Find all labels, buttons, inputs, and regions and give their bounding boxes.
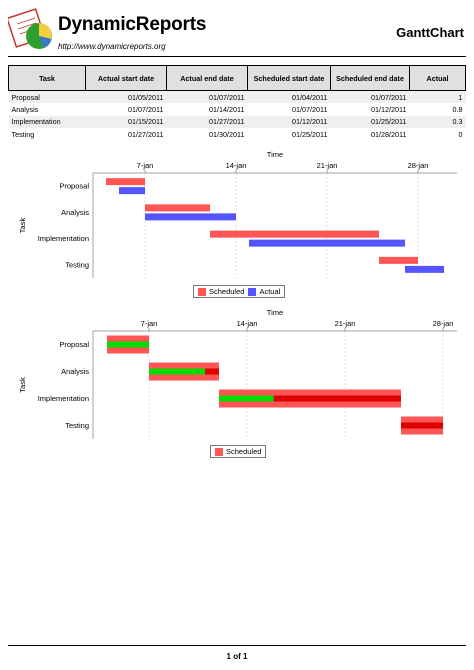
table-cell: 01/25/2011 bbox=[292, 129, 328, 139]
x-tick-label: 28-jan bbox=[408, 161, 429, 170]
chart-legend: Scheduled Actual bbox=[193, 285, 286, 298]
x-tick-label: 14-jan bbox=[226, 161, 247, 170]
y-category-label: Testing bbox=[65, 260, 89, 269]
bar-actual bbox=[119, 187, 145, 195]
y-category-label: Proposal bbox=[59, 340, 89, 349]
column-header: Scheduled end date bbox=[330, 65, 410, 91]
y-axis-title: Task bbox=[18, 218, 27, 234]
table-row: Testing 01/27/2011 01/30/2011 01/25/2011… bbox=[9, 128, 466, 140]
table-cell: 01/25/2011 bbox=[330, 115, 410, 128]
table-cell: 01/12/2011 bbox=[247, 115, 331, 128]
bar-actual bbox=[145, 213, 236, 221]
bar-progress-complete bbox=[149, 368, 205, 375]
brand-name: DynamicReports bbox=[58, 14, 207, 35]
bar-progress-complete bbox=[107, 341, 149, 348]
column-header: Task bbox=[8, 65, 86, 91]
table-cell: 1 bbox=[409, 90, 466, 104]
y-category-label: Proposal bbox=[59, 182, 89, 191]
y-category-label: Analysis bbox=[61, 367, 89, 376]
legend-label: Actual bbox=[259, 287, 281, 296]
bar-progress-remaining bbox=[273, 395, 401, 402]
header-divider bbox=[8, 56, 466, 57]
table-cell: 01/27/2011 bbox=[166, 115, 248, 128]
legend-swatch bbox=[215, 447, 223, 456]
chart-legend: Scheduled bbox=[210, 445, 267, 458]
x-axis-title: Time bbox=[267, 308, 283, 317]
legend-item-scheduled: Scheduled bbox=[198, 287, 244, 296]
bar-actual bbox=[405, 265, 444, 273]
column-header: Actual bbox=[409, 65, 466, 91]
table-cell: 01/05/2011 bbox=[85, 90, 167, 104]
y-category-label: Testing bbox=[65, 421, 89, 430]
table-cell: 01/04/2011 bbox=[247, 90, 331, 104]
x-tick-label: 7-jan bbox=[141, 319, 158, 328]
table-cell: 01/28/2011 bbox=[371, 129, 407, 139]
table-cell: Testing bbox=[11, 129, 35, 139]
table-row: Proposal 01/05/2011 01/07/2011 01/04/201… bbox=[8, 90, 466, 104]
table-row: Implementation 01/15/2011 01/27/2011 01/… bbox=[8, 115, 466, 128]
table-cell: 0.3 bbox=[409, 115, 466, 128]
table-cell: Proposal bbox=[8, 90, 86, 104]
table-header-row: Task Actual start date Actual end date S… bbox=[8, 65, 466, 91]
bar-scheduled bbox=[210, 230, 379, 238]
x-tick-label: 28-jan bbox=[433, 319, 454, 328]
gantt-chart-scheduled-vs-actual: Time Task 7-jan 14-jan 21-jan 28-jan Proposal A… bbox=[18, 150, 457, 278]
table-cell: 01/15/2011 bbox=[85, 115, 167, 128]
table-cell: Implementation bbox=[8, 115, 86, 128]
bar-scheduled bbox=[145, 204, 210, 212]
bar-scheduled bbox=[379, 256, 418, 264]
x-axis-title: Time bbox=[267, 150, 283, 159]
column-header: Actual start date bbox=[85, 65, 167, 91]
footer-divider bbox=[8, 645, 466, 646]
page-number: 1 of 1 bbox=[226, 652, 248, 661]
legend-label: Scheduled bbox=[226, 447, 262, 456]
gantt-chart-progress: Time Task 7-jan 14-jan 21-jan 28-jan Proposal A… bbox=[18, 308, 457, 439]
bar-actual bbox=[249, 239, 405, 247]
table-cell: 01/07/2011 bbox=[166, 90, 248, 104]
table-cell: 01/07/2011 bbox=[128, 104, 164, 114]
x-tick-label: 7-jan bbox=[137, 161, 154, 170]
legend-item-actual: Actual bbox=[248, 287, 280, 296]
legend-swatch bbox=[248, 287, 257, 296]
legend-label: Scheduled bbox=[209, 287, 245, 296]
table-row: Analysis 01/07/2011 01/14/2011 01/07/201… bbox=[9, 103, 466, 115]
table-cell: 01/07/2011 bbox=[330, 90, 410, 104]
table-cell: 0 bbox=[458, 129, 463, 139]
report-title: GanttChart bbox=[396, 25, 464, 40]
x-tick-label: 21-jan bbox=[335, 319, 356, 328]
table-cell: 0.8 bbox=[452, 104, 463, 114]
bar-progress-complete bbox=[219, 395, 274, 402]
dynamicreports-logo bbox=[8, 8, 52, 49]
legend-swatch bbox=[198, 287, 206, 296]
x-tick-label: 21-jan bbox=[317, 161, 338, 170]
bar-scheduled bbox=[106, 178, 145, 186]
table-cell: 01/27/2011 bbox=[128, 129, 164, 139]
table-cell: 01/30/2011 bbox=[209, 129, 245, 139]
bar-progress-remaining bbox=[205, 368, 219, 375]
column-header: Scheduled start date bbox=[247, 65, 331, 91]
table-cell: Analysis bbox=[11, 104, 39, 114]
bar-progress-remaining bbox=[401, 422, 443, 429]
table-cell: 01/14/2011 bbox=[209, 104, 245, 114]
y-category-label: Implementation bbox=[38, 394, 89, 403]
tasks-table: Task Actual start date Actual end date S… bbox=[8, 65, 466, 140]
legend-item-scheduled: Scheduled bbox=[215, 447, 261, 456]
y-category-label: Implementation bbox=[38, 234, 89, 243]
column-header: Actual end date bbox=[166, 65, 248, 91]
y-category-label: Analysis bbox=[61, 208, 89, 217]
x-tick-label: 14-jan bbox=[237, 319, 258, 328]
table-cell: 01/07/2011 bbox=[292, 104, 328, 114]
table-cell: 01/12/2011 bbox=[371, 104, 407, 114]
brand-url[interactable]: http://www.dynamicreports.org bbox=[58, 42, 166, 51]
y-axis-title: Task bbox=[18, 377, 27, 393]
